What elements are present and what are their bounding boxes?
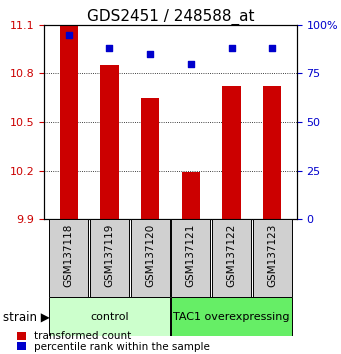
Bar bbox=[141, 98, 159, 219]
Point bbox=[269, 45, 275, 51]
Bar bbox=[253, 219, 292, 297]
Text: percentile rank within the sample: percentile rank within the sample bbox=[34, 342, 210, 352]
Bar bbox=[49, 297, 170, 336]
Bar bbox=[171, 297, 292, 336]
Title: GDS2451 / 248588_at: GDS2451 / 248588_at bbox=[87, 8, 254, 25]
Point bbox=[66, 32, 72, 37]
Text: GSM137118: GSM137118 bbox=[64, 223, 74, 287]
Bar bbox=[131, 219, 170, 297]
Text: GSM137122: GSM137122 bbox=[226, 223, 237, 287]
Bar bbox=[17, 342, 26, 350]
Text: GSM137120: GSM137120 bbox=[145, 223, 155, 287]
Text: transformed count: transformed count bbox=[34, 331, 131, 341]
Bar bbox=[90, 219, 129, 297]
Bar bbox=[171, 219, 210, 297]
Bar bbox=[60, 25, 78, 219]
Bar bbox=[222, 86, 241, 219]
Point bbox=[188, 61, 194, 67]
Point bbox=[107, 45, 112, 51]
Text: control: control bbox=[90, 312, 129, 322]
Bar bbox=[100, 65, 119, 219]
Bar bbox=[263, 86, 281, 219]
Bar bbox=[49, 219, 88, 297]
Bar bbox=[182, 172, 200, 219]
Text: strain ▶: strain ▶ bbox=[3, 310, 50, 323]
Text: GSM137123: GSM137123 bbox=[267, 223, 277, 287]
Text: GSM137121: GSM137121 bbox=[186, 223, 196, 287]
Bar bbox=[17, 332, 26, 340]
Point bbox=[229, 45, 234, 51]
Text: GSM137119: GSM137119 bbox=[104, 223, 115, 287]
Point bbox=[147, 51, 153, 57]
Text: TAC1 overexpressing: TAC1 overexpressing bbox=[173, 312, 290, 322]
Bar bbox=[212, 219, 251, 297]
